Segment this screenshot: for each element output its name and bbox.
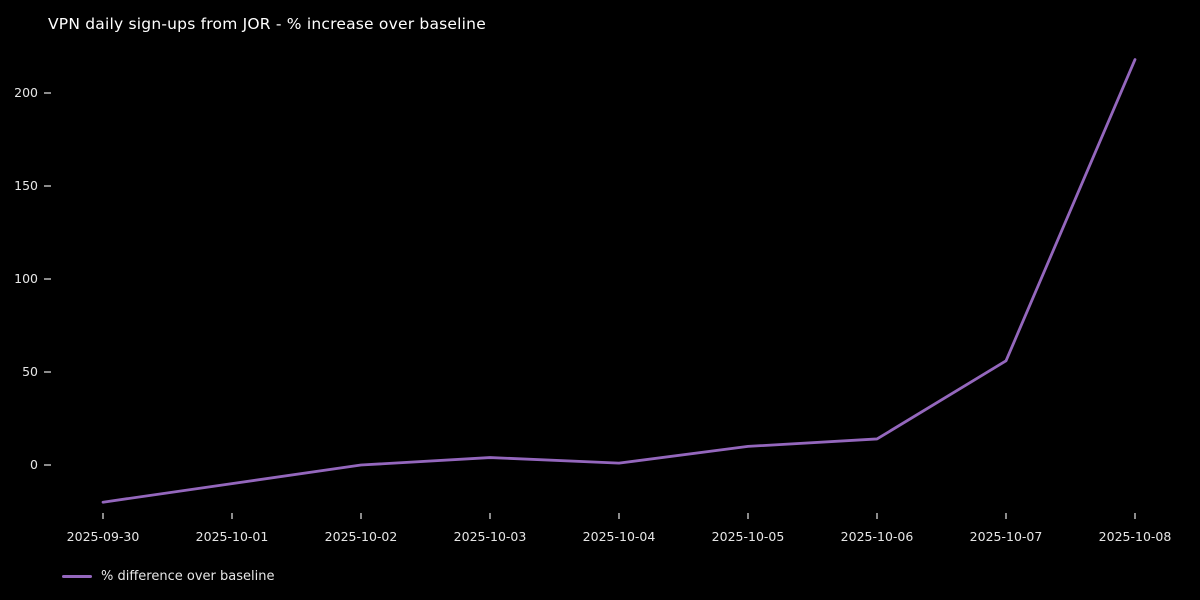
legend-label: % difference over baseline [101, 568, 275, 584]
legend: % difference over baseline [62, 568, 274, 584]
legend-line-swatch [62, 574, 92, 578]
chart-title: VPN daily sign-ups from JOR - % increase… [48, 15, 486, 33]
series-line [101, 58, 1137, 504]
